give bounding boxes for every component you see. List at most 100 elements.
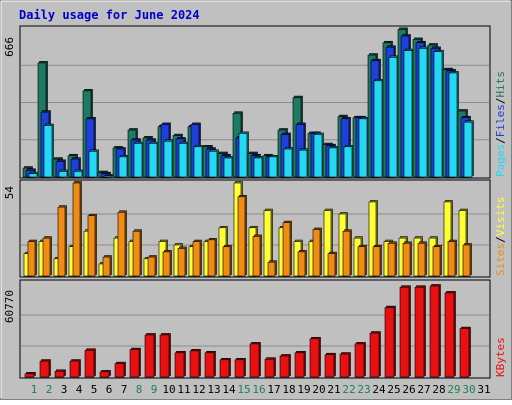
bar-kbytes-day-30 [459, 326, 471, 378]
bar-sites-day-26-face [402, 242, 411, 277]
bar-kbytes-day-6-face [99, 371, 110, 378]
bar-kbytes-day-24-face [369, 332, 380, 378]
day-label-24: 24 [372, 383, 386, 396]
bar-sites-day-15 [237, 194, 247, 277]
day-label-23: 23 [357, 383, 370, 396]
bar-sites-day-7 [117, 210, 127, 277]
bar-sites-day-22-face [342, 230, 351, 277]
bar-pages-day-13 [208, 149, 219, 178]
bar-kbytes-day-15 [234, 358, 246, 378]
bar-pages-day-25-face [388, 57, 398, 178]
bar-pages-day-18-face [283, 148, 293, 178]
bar-kbytes-day-19 [294, 350, 306, 378]
bar-sites-day-16-face [252, 236, 261, 277]
bar-pages-day-29-face [448, 72, 458, 178]
bar-kbytes-day-27 [414, 285, 426, 378]
bar-kbytes-day-23-face [354, 343, 365, 378]
day-label-4: 4 [76, 383, 83, 396]
bar-pages-day-4-face [73, 171, 83, 178]
bar-kbytes-day-5-face [84, 349, 95, 378]
bar-sites-day-11-face [177, 248, 186, 277]
bar-kbytes-day-13-face [204, 352, 215, 378]
bar-kbytes-day-5 [84, 348, 96, 378]
bar-sites-day-18-face [282, 222, 291, 277]
bar-sites-day-29 [447, 239, 457, 277]
bar-pages-day-28 [433, 49, 444, 178]
bar-kbytes-day-16-face [249, 343, 260, 378]
bar-kbytes-day-11-face [174, 352, 185, 378]
day-label-30: 30 [462, 383, 475, 396]
bar-sites-day-23 [357, 244, 367, 277]
bar-kbytes-day-10 [159, 333, 171, 378]
bar-kbytes-day-15-face [234, 359, 245, 378]
bar-sites-day-22 [342, 229, 352, 277]
bar-pages-day-9 [148, 141, 159, 178]
bar-pages-day-16 [253, 156, 264, 178]
bar-kbytes-day-18-face [279, 355, 290, 378]
bar-sites-day-11 [177, 246, 187, 277]
bar-pages-day-11-face [178, 143, 188, 178]
legend-kbytes: KBytes [494, 337, 507, 377]
bar-pages-day-18 [283, 147, 294, 178]
bar-sites-day-4-face [72, 182, 81, 277]
bar-kbytes-day-3-face [54, 370, 65, 378]
bar-marks [22, 27, 474, 378]
bar-kbytes-day-2 [39, 359, 51, 378]
day-label-15: 15 [237, 383, 250, 396]
bar-pages-day-3 [58, 169, 69, 178]
bar-sites-day-7-face [117, 211, 126, 277]
bar-sites-day-27-face [417, 242, 426, 277]
bar-sites-day-28 [432, 244, 442, 277]
bar-kbytes-day-30-face [459, 328, 470, 378]
bar-pages-day-20-face [313, 134, 323, 178]
bar-kbytes-day-20-face [309, 338, 320, 378]
day-label-16: 16 [252, 383, 265, 396]
bar-pages-day-28-face [433, 51, 443, 178]
bar-pages-day-26-face [403, 50, 413, 178]
bar-pages-day-14 [223, 156, 234, 178]
bar-visits-day-24-face [368, 201, 377, 277]
bar-sites-day-3 [57, 205, 67, 277]
bar-sites-day-2 [42, 236, 52, 277]
bar-pages-day-5-face [88, 150, 98, 178]
bar-sites-day-28-face [432, 246, 441, 277]
bar-pages-day-24 [373, 78, 384, 178]
bar-sites-day-5 [87, 213, 97, 277]
bar-kbytes-day-18 [279, 354, 291, 378]
bar-sites-day-20 [312, 227, 322, 277]
bar-sites-day-14-face [222, 246, 231, 277]
legend-files: Files [494, 104, 507, 137]
bar-visits-day-17-face [263, 210, 272, 277]
bar-kbytes-day-1 [24, 372, 36, 378]
bar-pages-day-11 [178, 141, 189, 178]
bar-sites-day-2-face [42, 237, 51, 277]
bar-sites-day-14 [222, 244, 232, 277]
bar-kbytes-day-28 [429, 284, 441, 378]
bar-sites-day-4 [72, 181, 82, 277]
y-max-label: 666 [3, 37, 16, 57]
bar-pages-day-17-face [268, 156, 278, 178]
bar-sites-day-16 [252, 234, 262, 277]
bar-visits-day-21-face [323, 210, 332, 277]
bar-pages-day-12 [193, 144, 204, 178]
bar-pages-day-30-face [463, 121, 473, 178]
day-label-13: 13 [207, 383, 220, 396]
bar-sites-day-10 [162, 250, 172, 277]
day-label-18: 18 [282, 383, 295, 396]
day-label-25: 25 [387, 383, 400, 396]
bar-pages-day-24-face [373, 80, 383, 178]
bar-sites-day-27 [417, 241, 427, 277]
day-label-8: 8 [136, 383, 143, 396]
bar-pages-day-2-face [43, 125, 53, 178]
day-label-7: 7 [121, 383, 128, 396]
bar-pages-day-7-face [118, 156, 128, 178]
bar-pages-day-25 [388, 55, 399, 178]
day-label-2: 2 [46, 383, 53, 396]
bar-pages-day-10 [163, 139, 174, 178]
bar-pages-day-21-face [328, 147, 338, 178]
bar-pages-day-30 [463, 120, 474, 178]
bar-kbytes-day-8-face [129, 349, 140, 378]
bar-kbytes-day-19-face [294, 352, 305, 378]
bar-pages-day-15 [238, 131, 249, 178]
